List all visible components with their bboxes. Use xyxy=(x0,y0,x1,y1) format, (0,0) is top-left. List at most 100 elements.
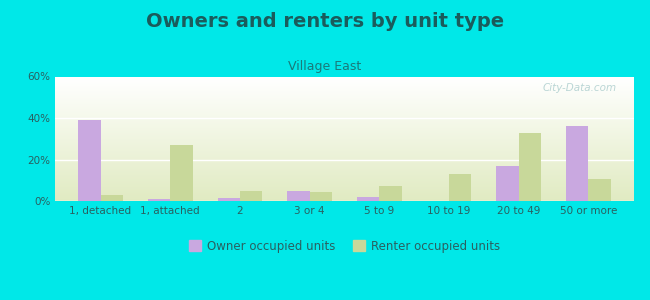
Bar xyxy=(55,169,634,170)
Bar xyxy=(55,85,634,86)
Legend: Owner occupied units, Renter occupied units: Owner occupied units, Renter occupied un… xyxy=(185,235,504,257)
Bar xyxy=(55,82,634,83)
Bar xyxy=(55,123,634,124)
Bar xyxy=(588,179,611,201)
Bar xyxy=(519,133,541,201)
Bar xyxy=(55,114,634,115)
Bar xyxy=(55,161,634,162)
Bar xyxy=(55,187,634,188)
Bar xyxy=(55,196,634,197)
Bar xyxy=(55,190,634,191)
Bar xyxy=(357,197,380,201)
Bar xyxy=(55,143,634,144)
Bar xyxy=(55,184,634,185)
Bar xyxy=(55,153,634,154)
Bar xyxy=(55,97,634,98)
Bar xyxy=(55,158,634,159)
Bar xyxy=(55,76,634,77)
Bar xyxy=(55,181,634,182)
Bar xyxy=(55,198,634,199)
Bar xyxy=(55,140,634,141)
Bar xyxy=(55,154,634,155)
Bar xyxy=(449,174,471,201)
Bar xyxy=(497,166,519,201)
Bar xyxy=(55,116,634,117)
Bar xyxy=(55,160,634,161)
Bar xyxy=(55,134,634,135)
Bar xyxy=(55,95,634,96)
Bar xyxy=(55,155,634,156)
Bar xyxy=(55,87,634,88)
Bar xyxy=(55,176,634,177)
Bar xyxy=(101,195,123,201)
Bar xyxy=(55,151,634,152)
Bar xyxy=(55,150,634,151)
Text: Village East: Village East xyxy=(289,60,361,73)
Bar xyxy=(55,103,634,104)
Bar xyxy=(55,113,634,114)
Bar xyxy=(55,199,634,200)
Bar xyxy=(55,107,634,108)
Bar xyxy=(148,199,170,201)
Bar xyxy=(55,125,634,126)
Bar xyxy=(55,137,634,138)
Bar xyxy=(55,84,634,85)
Bar xyxy=(55,88,634,89)
Bar xyxy=(55,174,634,175)
Bar xyxy=(55,167,634,168)
Bar xyxy=(55,192,634,193)
Bar xyxy=(55,117,634,118)
Bar xyxy=(55,120,634,121)
Bar xyxy=(55,152,634,153)
Bar xyxy=(55,112,634,113)
Bar xyxy=(55,189,634,190)
Bar xyxy=(240,190,262,201)
Bar xyxy=(55,191,634,192)
Bar xyxy=(55,146,634,147)
Bar xyxy=(55,188,634,189)
Bar xyxy=(55,156,634,157)
Bar xyxy=(55,133,634,134)
Bar xyxy=(55,132,634,133)
Bar xyxy=(55,179,634,180)
Bar xyxy=(55,149,634,150)
Text: Owners and renters by unit type: Owners and renters by unit type xyxy=(146,12,504,31)
Bar xyxy=(55,124,634,125)
Bar xyxy=(55,98,634,99)
Bar xyxy=(55,173,634,174)
Bar xyxy=(55,197,634,198)
Bar xyxy=(55,77,634,78)
Bar xyxy=(287,190,309,201)
Bar xyxy=(55,168,634,169)
Bar xyxy=(55,178,634,179)
Bar xyxy=(55,93,634,94)
Bar xyxy=(55,165,634,166)
Bar xyxy=(55,86,634,87)
Bar xyxy=(55,135,634,136)
Bar xyxy=(55,163,634,164)
Bar xyxy=(55,78,634,79)
Bar xyxy=(55,79,634,80)
Bar xyxy=(55,121,634,122)
Bar xyxy=(55,147,634,148)
Bar xyxy=(55,131,634,132)
Bar xyxy=(55,142,634,143)
Text: City-Data.com: City-Data.com xyxy=(542,83,616,93)
Bar xyxy=(78,120,101,201)
Bar xyxy=(55,195,634,196)
Bar xyxy=(309,192,332,201)
Bar xyxy=(218,198,240,201)
Bar xyxy=(55,126,634,127)
Bar xyxy=(55,130,634,131)
Bar xyxy=(55,200,634,201)
Bar xyxy=(55,89,634,90)
Bar xyxy=(55,141,634,142)
Bar xyxy=(55,182,634,183)
Bar xyxy=(55,129,634,130)
Bar xyxy=(55,80,634,81)
Bar xyxy=(55,111,634,112)
Bar xyxy=(55,115,634,116)
Bar xyxy=(566,126,588,201)
Bar xyxy=(55,166,634,167)
Bar xyxy=(55,90,634,91)
